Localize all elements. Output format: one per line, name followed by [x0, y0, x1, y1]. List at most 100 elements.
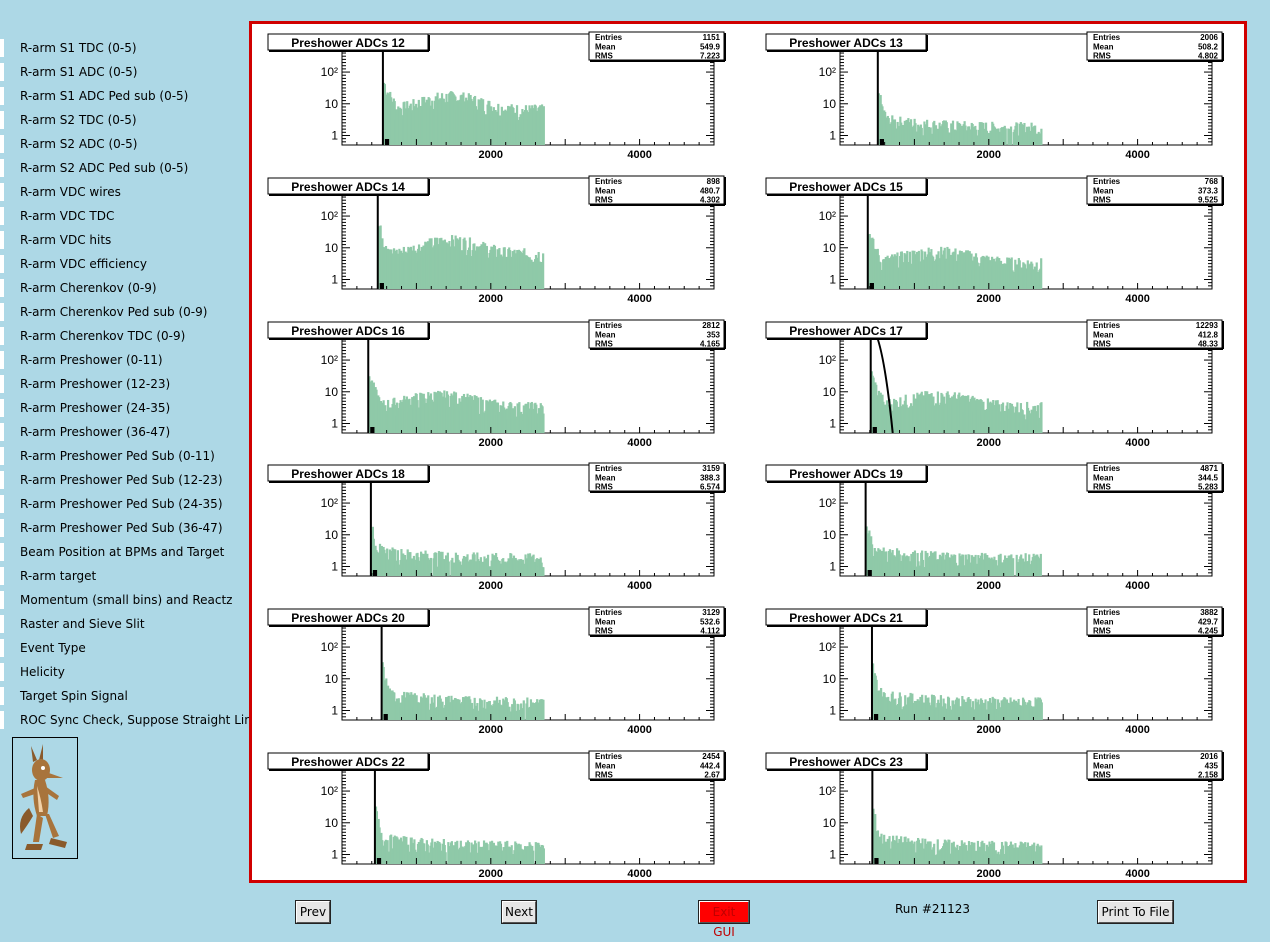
- sidebar-item-14[interactable]: R-arm Preshower (12-23): [0, 372, 258, 396]
- stats-label: RMS: [595, 52, 613, 61]
- sidebar-item-28[interactable]: ROC Sync Check, Suppose Straight Lines: [0, 708, 265, 732]
- histogram-bin: [968, 554, 971, 576]
- stats-value: 3129: [702, 608, 720, 617]
- histogram-bin: [994, 698, 997, 720]
- stats-label: Mean: [595, 330, 616, 339]
- sidebar-item-19[interactable]: R-arm Preshower Ped Sub (24-35): [0, 492, 258, 516]
- y-tick-label: 1: [829, 416, 836, 430]
- histogram-bin: [466, 554, 469, 576]
- stats-label: Entries: [1093, 33, 1121, 42]
- sidebar-item-4[interactable]: R-arm S2 ADC (0-5): [0, 132, 258, 156]
- stats-value: 442.4: [700, 761, 721, 770]
- sidebar-item-17[interactable]: R-arm Preshower Ped Sub (0-11): [0, 444, 258, 468]
- sidebar-item-10[interactable]: R-arm Cherenkov (0-9): [0, 276, 258, 300]
- prev-button[interactable]: Prev: [295, 900, 331, 924]
- histogram-bin: [1015, 554, 1018, 576]
- histogram-bin: [985, 709, 988, 720]
- histogram-bin: [526, 697, 529, 720]
- sidebar-item-2[interactable]: R-arm S1 ADC Ped sub (0-5): [0, 84, 258, 108]
- stats-label: Mean: [595, 473, 616, 482]
- histogram-bin: [937, 559, 940, 576]
- histogram-title: Preshower ADCs 18: [291, 467, 405, 481]
- histogram-bin: [1007, 257, 1011, 289]
- histogram-bin: [515, 842, 518, 864]
- histogram-bin: [506, 840, 509, 864]
- sidebar-item-7[interactable]: R-arm VDC TDC: [0, 204, 258, 228]
- stats-value: 549.9: [700, 42, 721, 51]
- histogram-title: Preshower ADCs 14: [291, 180, 405, 194]
- histogram-bin: [502, 558, 505, 576]
- histogram-bin: [1040, 402, 1043, 433]
- y-tick-label: 10²: [819, 784, 836, 798]
- sidebar-item-9[interactable]: R-arm VDC efficiency: [0, 252, 258, 276]
- x-tick-label: 4000: [1125, 580, 1149, 592]
- sidebar-item-26[interactable]: Helicity: [0, 660, 258, 684]
- histogram-bin: [999, 553, 1002, 576]
- histogram-bin: [956, 844, 959, 864]
- x-tick-label: 2000: [977, 580, 1001, 592]
- stats-value: 4.245: [1198, 627, 1219, 636]
- sidebar-item-18[interactable]: R-arm Preshower Ped Sub (12-23): [0, 468, 258, 492]
- histogram-bin: [967, 126, 971, 145]
- exit-gui-button[interactable]: Exit GUI: [698, 900, 750, 939]
- histogram-bin: [948, 839, 951, 864]
- histogram-bin: [887, 118, 890, 145]
- x-tick-label: 4000: [1125, 724, 1149, 736]
- run-number-label: Run #21123: [895, 902, 971, 916]
- histogram-bin: [1021, 558, 1025, 576]
- sidebar-item-23[interactable]: Momentum (small bins) and Reactz: [0, 588, 258, 612]
- sidebar-item-1[interactable]: R-arm S1 ADC (0-5): [0, 60, 258, 84]
- histogram-bin: [426, 844, 429, 864]
- y-tick-label: 10: [325, 97, 339, 111]
- x-tick-label: 2000: [479, 437, 503, 449]
- stats-label: RMS: [1093, 340, 1111, 349]
- y-tick-label: 10²: [321, 496, 338, 510]
- sidebar-item-24[interactable]: Raster and Sieve Slit: [0, 612, 258, 636]
- sidebar-item-22[interactable]: R-arm target: [0, 564, 258, 588]
- stats-value: 4.112: [700, 627, 720, 636]
- sidebar-item-20[interactable]: R-arm Preshower Ped Sub (36-47): [0, 516, 258, 540]
- sidebar-item-25[interactable]: Event Type: [0, 636, 258, 660]
- stats-value: 6.574: [700, 483, 721, 492]
- stats-value: 373.3: [1198, 186, 1219, 195]
- histogram-title: Preshower ADCs 13: [789, 36, 903, 50]
- x-tick-label: 2000: [977, 293, 1001, 305]
- stats-value: 4.302: [700, 196, 721, 205]
- histogram-panel-5: 11010²10³20004000Preshower ADCs 17Entrie…: [765, 319, 1224, 449]
- histogram-bin: [895, 548, 899, 576]
- histogram-panel-9: 11010²10³20004000Preshower ADCs 21Entrie…: [765, 606, 1224, 736]
- stats-value: 12293: [1196, 321, 1219, 330]
- y-tick-label: 10²: [321, 784, 338, 798]
- sidebar-item-27[interactable]: Target Spin Signal: [0, 684, 258, 708]
- sidebar-item-0[interactable]: R-arm S1 TDC (0-5): [0, 36, 258, 60]
- sidebar-item-12[interactable]: R-arm Cherenkov TDC (0-9): [0, 324, 258, 348]
- stats-value: 344.5: [1198, 473, 1219, 482]
- histogram-bin: [993, 127, 997, 145]
- histogram-bin: [949, 709, 952, 720]
- stats-value: 2812: [702, 321, 720, 330]
- sidebar-item-21[interactable]: Beam Position at BPMs and Target: [0, 540, 258, 564]
- sidebar-item-15[interactable]: R-arm Preshower (24-35): [0, 396, 258, 420]
- histogram-bin: [486, 554, 490, 576]
- sidebar-item-3[interactable]: R-arm S2 TDC (0-5): [0, 108, 258, 132]
- sidebar-item-11[interactable]: R-arm Cherenkov Ped sub (0-9): [0, 300, 258, 324]
- histogram-panel-0: 1 10 10² 2000 4000 Preshower ADCs 12 Entries 11…: [267, 31, 726, 161]
- print-to-file-button[interactable]: Print To File: [1097, 900, 1174, 924]
- stats-value: 2016: [1200, 752, 1218, 761]
- sidebar-item-8[interactable]: R-arm VDC hits: [0, 228, 258, 252]
- next-button[interactable]: Next: [501, 900, 537, 924]
- sidebar-item-6[interactable]: R-arm VDC wires: [0, 180, 258, 204]
- y-tick-label: 10: [325, 241, 339, 255]
- sidebar-item-5[interactable]: R-arm S2 ADC Ped sub (0-5): [0, 156, 258, 180]
- y-tick-label: 10²: [819, 640, 836, 654]
- x-tick-label: 4000: [627, 580, 651, 592]
- y-tick-label: 1: [829, 128, 836, 142]
- histogram-bin: [441, 551, 444, 576]
- histogram-title: Preshower ADCs 15: [789, 180, 903, 194]
- x-tick-label: 2000: [977, 437, 1001, 449]
- x-tick-label: 2000: [479, 868, 503, 880]
- sidebar-item-13[interactable]: R-arm Preshower (0-11): [0, 348, 258, 372]
- stats-box: [588, 462, 725, 492]
- sidebar-item-16[interactable]: R-arm Preshower (36-47): [0, 420, 258, 444]
- stats-label: Mean: [1093, 330, 1114, 339]
